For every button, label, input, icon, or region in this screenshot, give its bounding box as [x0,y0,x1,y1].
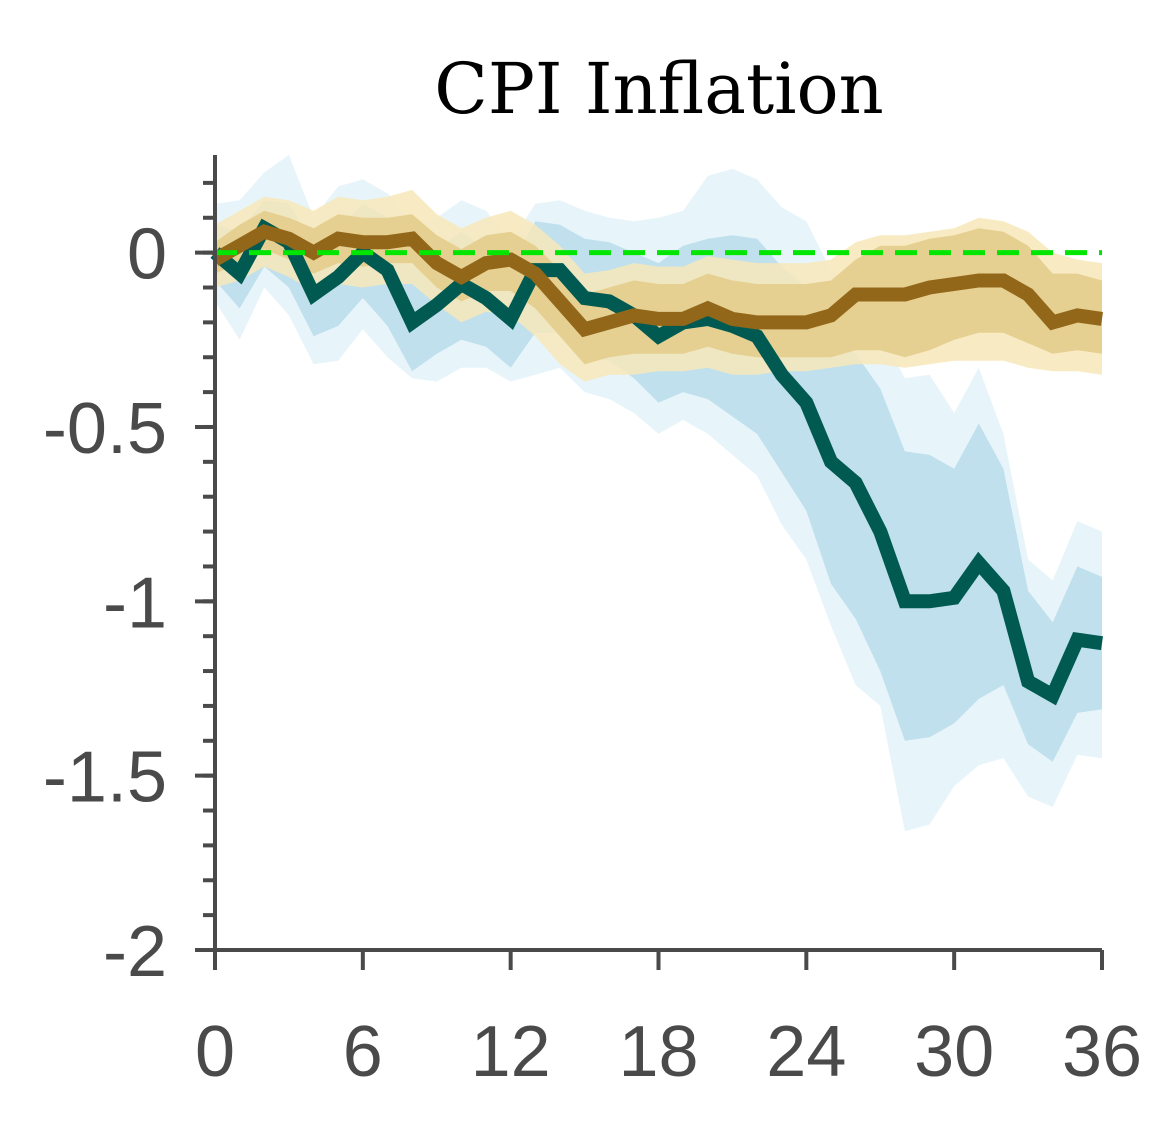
x-tick-label: 24 [766,1012,846,1092]
x-tick-label: 18 [618,1012,698,1092]
y-tick-label: -0.5 [43,389,167,469]
x-tick-label: 30 [914,1012,994,1092]
chart-title: CPI Inflation [434,48,883,130]
y-tick-label: 0 [127,215,167,295]
plot-area [210,155,1103,832]
series-2-line [211,224,1103,338]
y-tick-label: -2 [103,912,167,992]
y-tick-label: -1 [103,563,167,643]
y-tick-label: -1.5 [43,738,167,818]
axes: 0 -0.5 -1 -1.5 -2 0 6 12 18 24 30 36 [43,155,1142,1092]
x-tick-label: 0 [195,1012,235,1092]
x-tick-label: 6 [343,1012,383,1092]
series-1-inner-band [215,200,1102,762]
x-tick-label: 12 [471,1012,551,1092]
x-tick-label: 36 [1062,1012,1142,1092]
series-2-inner-band [215,210,1102,365]
